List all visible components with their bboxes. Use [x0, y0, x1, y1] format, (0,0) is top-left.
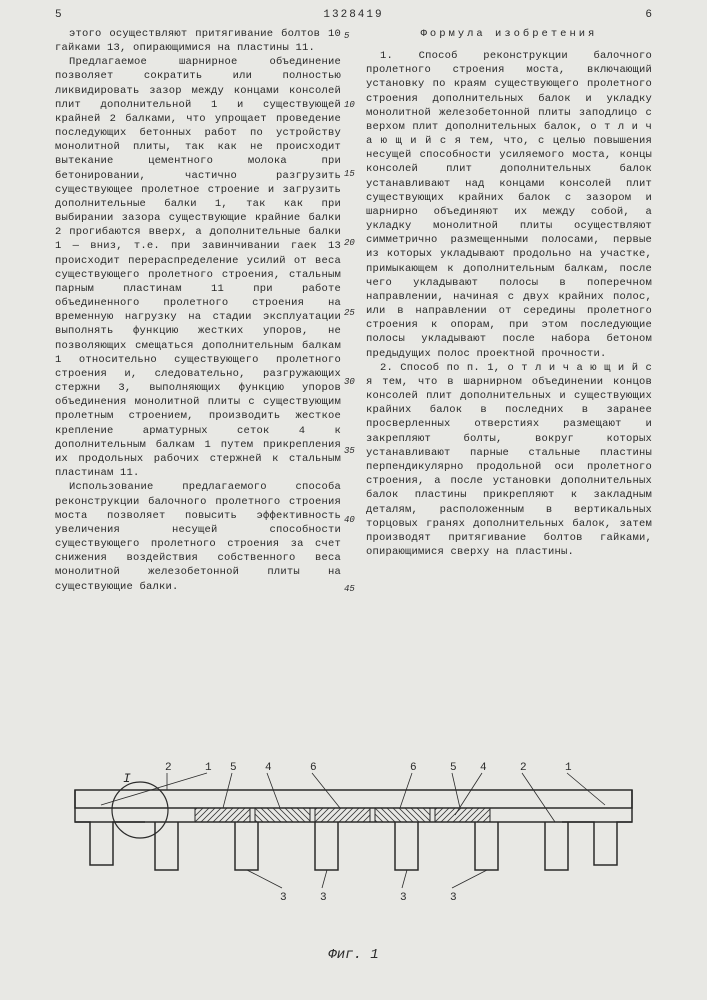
- line-number-gutter: 5 10 15 20 25 30 35 40 45: [344, 30, 355, 652]
- left-para-3: Использование предлагаемого способа реко…: [55, 480, 341, 593]
- svg-text:6: 6: [410, 762, 417, 774]
- svg-text:6: 6: [310, 762, 317, 774]
- document-number: 1328419: [323, 8, 383, 23]
- line-marker: 20: [344, 237, 355, 249]
- svg-text:2: 2: [165, 762, 172, 774]
- figure-label: Фиг. 1: [328, 946, 378, 965]
- right-para-2: 2. Способ по п. 1, о т л и ч а ю щ и й с…: [366, 361, 652, 559]
- line-marker: 40: [344, 514, 355, 526]
- figure-1: I 2 1 5 4 6 6 5 4 2 1 3 3: [55, 740, 652, 970]
- line-marker: 5: [344, 30, 355, 42]
- svg-text:5: 5: [230, 762, 237, 774]
- svg-text:3: 3: [280, 892, 287, 904]
- line-marker: 15: [344, 168, 355, 180]
- svg-text:5: 5: [450, 762, 457, 774]
- line-marker: 25: [344, 307, 355, 319]
- svg-text:3: 3: [400, 892, 407, 904]
- line-marker: 30: [344, 376, 355, 388]
- svg-text:4: 4: [480, 762, 487, 774]
- left-column: этого осуществляют притягивание болтов 1…: [55, 27, 341, 594]
- svg-text:3: 3: [450, 892, 457, 904]
- right-column: Формула изобретения 1. Способ реконструк…: [366, 27, 652, 594]
- line-marker: 45: [344, 583, 355, 595]
- svg-text:4: 4: [265, 762, 272, 774]
- svg-text:1: 1: [565, 762, 572, 774]
- svg-text:I: I: [123, 771, 131, 786]
- left-para-1: этого осуществляют притягивание болтов 1…: [55, 27, 341, 55]
- line-marker: 35: [344, 445, 355, 457]
- svg-text:1: 1: [205, 762, 212, 774]
- line-marker: 10: [344, 99, 355, 111]
- left-para-2: Предлагаемое шарнирное объединение позво…: [55, 55, 341, 480]
- page-number-right: 6: [645, 8, 652, 23]
- page-number-left: 5: [55, 8, 62, 23]
- right-para-1: 1. Способ реконструкции балочного пролет…: [366, 49, 652, 361]
- svg-text:2: 2: [520, 762, 527, 774]
- formula-title: Формула изобретения: [366, 27, 652, 41]
- svg-text:3: 3: [320, 892, 327, 904]
- bridge-cross-section-diagram: I 2 1 5 4 6 6 5 4 2 1 3 3: [55, 740, 652, 970]
